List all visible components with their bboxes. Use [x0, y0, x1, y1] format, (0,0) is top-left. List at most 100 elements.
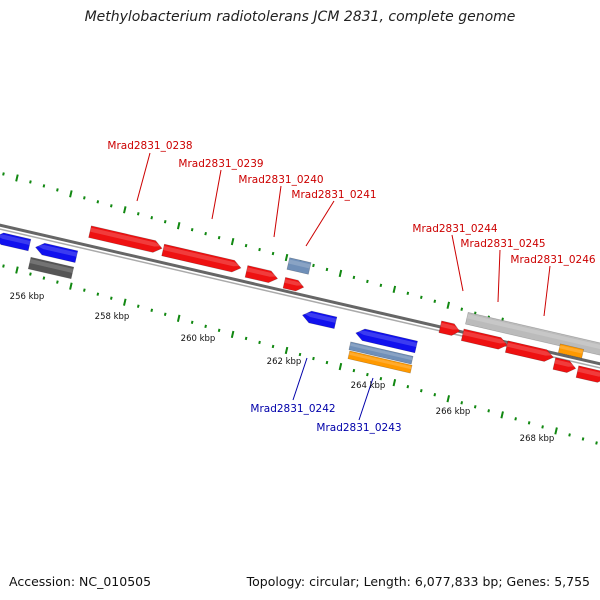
gene-label[interactable]: Mrad2831_0242 [250, 403, 335, 415]
gene-reverse-0242 [301, 310, 338, 330]
minor-tick [163, 312, 167, 316]
minor-tick [83, 288, 86, 292]
minor-tick [217, 328, 221, 333]
gene-label[interactable]: Mrad2831_0246 [510, 254, 595, 266]
pseudogene-reverse [348, 341, 414, 365]
minor-tick [204, 231, 207, 236]
minor-tick [190, 227, 194, 232]
minor-tick [312, 356, 315, 361]
minor-tick [136, 212, 140, 216]
minor-tick [352, 368, 356, 373]
major-tick [338, 362, 343, 371]
major-tick [338, 269, 343, 278]
minor-tick [514, 417, 517, 421]
minor-tick [298, 352, 302, 357]
major-tick [392, 285, 397, 293]
genome-title: Methylobacterium radiotolerans JCM 2831,… [84, 9, 516, 25]
gene-label[interactable]: Mrad2831_0243 [316, 422, 401, 434]
major-tick [500, 411, 504, 419]
leader-line [305, 200, 335, 247]
gene-forward-0244 [438, 320, 461, 336]
minor-tick [2, 172, 5, 176]
minor-tick [2, 264, 5, 268]
minor-tick [244, 243, 248, 248]
minor-tick [406, 384, 410, 389]
leader-line [543, 265, 551, 317]
minor-tick [109, 296, 113, 300]
gene-label[interactable]: Mrad2831_0240 [238, 174, 323, 186]
label-leaders [136, 152, 551, 421]
major-tick [176, 222, 181, 230]
major-tick [446, 395, 451, 403]
minor-tick [581, 437, 585, 441]
major-tick [15, 266, 19, 274]
gene-forward-0240 [244, 265, 279, 283]
major-tick [123, 206, 127, 214]
minor-tick [96, 292, 100, 296]
minor-tick [312, 263, 315, 268]
minor-tick [56, 188, 59, 192]
gene-forward-edge [575, 365, 600, 383]
minor-tick [204, 324, 207, 329]
gene-label[interactable]: Mrad2831_0244 [412, 223, 497, 235]
minor-tick [568, 433, 571, 437]
kbp-label: 256 kbp [10, 292, 45, 302]
minor-tick [433, 299, 437, 303]
minor-tick [487, 409, 491, 413]
kbp-label: 268 kbp [520, 434, 555, 444]
minor-tick [150, 308, 154, 312]
minor-tick [541, 425, 544, 429]
gene-forward-0238 [88, 225, 163, 253]
minor-tick [433, 393, 437, 397]
kbp-label: 262 kbp [267, 357, 302, 367]
major-tick [554, 427, 558, 435]
gene-label[interactable]: Mrad2831_0245 [460, 238, 545, 250]
major-tick [15, 174, 19, 182]
minor-tick [366, 372, 369, 377]
kbp-label: 264 kbp [351, 381, 386, 391]
gene-forward-next [552, 357, 577, 373]
major-tick [123, 298, 127, 306]
gene-label[interactable]: Mrad2831_0241 [291, 189, 376, 201]
minor-tick [271, 344, 275, 349]
minor-tick [419, 295, 423, 299]
minor-tick [460, 307, 464, 311]
gene-forward-0239 [161, 243, 242, 273]
pseudogene-forward [286, 257, 312, 275]
topology-text: Topology: circular; Length: 6,077,833 bp… [246, 574, 590, 589]
leader-line [273, 185, 282, 238]
kbp-labels: 256 kbp 258 kbp 260 kbp 262 kbp 264 kbp 266 k… [10, 292, 555, 444]
major-tick [230, 330, 235, 339]
leader-line [497, 249, 501, 303]
leader-line [211, 169, 222, 220]
minor-tick [473, 405, 477, 409]
minor-tick [190, 320, 194, 325]
gene-reverse-0243 [355, 328, 418, 354]
kbp-label: 258 kbp [95, 312, 130, 322]
tick-track [2, 172, 598, 445]
gene-label[interactable]: Mrad2831_0238 [107, 140, 192, 152]
minor-tick [136, 304, 140, 308]
minor-tick [366, 279, 369, 284]
major-tick [176, 314, 181, 322]
gene-features [0, 225, 600, 383]
leader-line [292, 357, 308, 401]
leader-line [136, 152, 151, 202]
minor-tick [419, 389, 423, 393]
minor-tick [325, 267, 329, 272]
minor-tick [109, 204, 113, 208]
minor-tick [163, 220, 167, 224]
gene-forward-0241 [282, 277, 305, 292]
minor-tick [325, 360, 329, 365]
minor-tick [42, 184, 46, 188]
minor-tick [96, 200, 100, 204]
accession-text: Accession: NC_010505 [9, 574, 152, 589]
minor-tick [42, 276, 46, 280]
major-tick [230, 237, 235, 246]
minor-tick [460, 401, 464, 405]
gene-reverse-edge [0, 232, 32, 252]
gene-label[interactable]: Mrad2831_0239 [178, 158, 263, 170]
minor-tick [595, 441, 598, 445]
leader-line [451, 234, 464, 292]
